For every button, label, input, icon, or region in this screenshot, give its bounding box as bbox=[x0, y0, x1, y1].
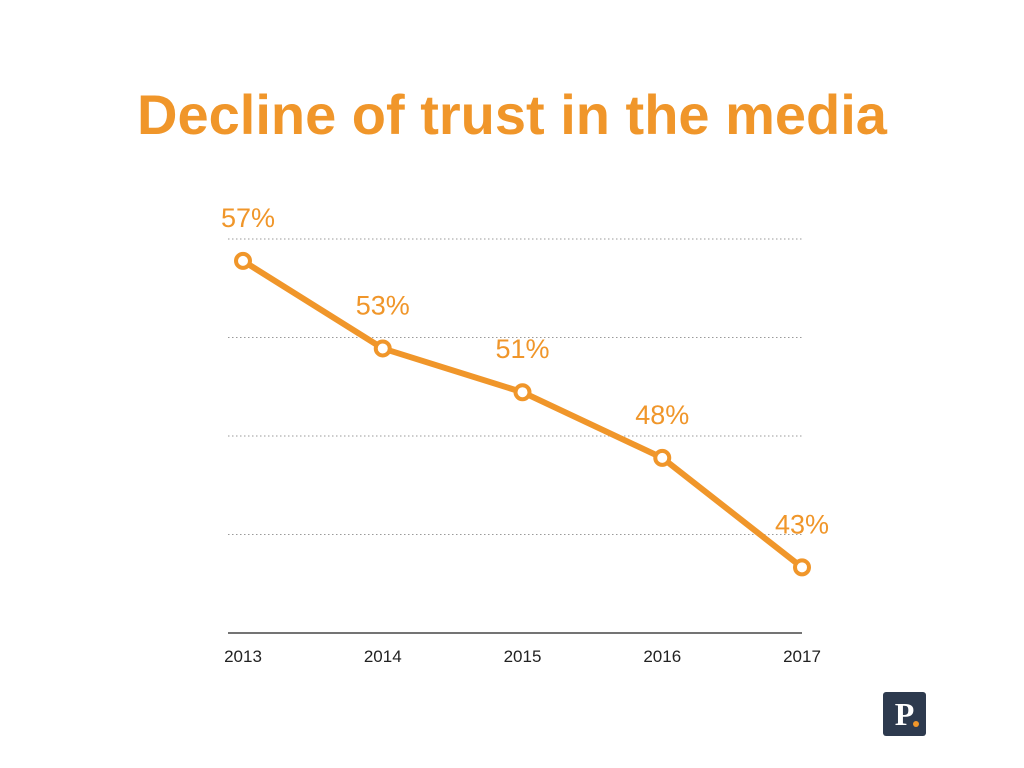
data-point bbox=[373, 339, 392, 358]
data-point bbox=[653, 448, 672, 467]
x-tick-label: 2017 bbox=[783, 647, 821, 666]
chart-title: Decline of trust in the media bbox=[137, 83, 887, 146]
data-point bbox=[793, 558, 811, 577]
x-tick-label: 2016 bbox=[643, 647, 681, 666]
x-tick-label: 2014 bbox=[364, 647, 402, 666]
logo-dot bbox=[913, 721, 919, 727]
data-point bbox=[234, 251, 252, 270]
x-tick-labels: 2013 2014 2015 2016 2017 bbox=[224, 647, 821, 666]
data-series bbox=[234, 251, 811, 577]
x-tick-label: 2015 bbox=[504, 647, 542, 666]
data-label: 43% bbox=[775, 509, 829, 539]
data-labels: 57% 53% 51% 48% 43% bbox=[221, 203, 829, 539]
data-label: 48% bbox=[635, 400, 689, 430]
logo-letter: P bbox=[894, 696, 915, 732]
data-label: 53% bbox=[356, 290, 410, 320]
data-label: 51% bbox=[495, 334, 549, 364]
x-tick-label: 2013 bbox=[224, 647, 262, 666]
data-point bbox=[513, 383, 532, 402]
series-line bbox=[240, 257, 805, 571]
publication-logo-icon: P bbox=[883, 692, 926, 736]
data-label: 57% bbox=[221, 203, 275, 233]
